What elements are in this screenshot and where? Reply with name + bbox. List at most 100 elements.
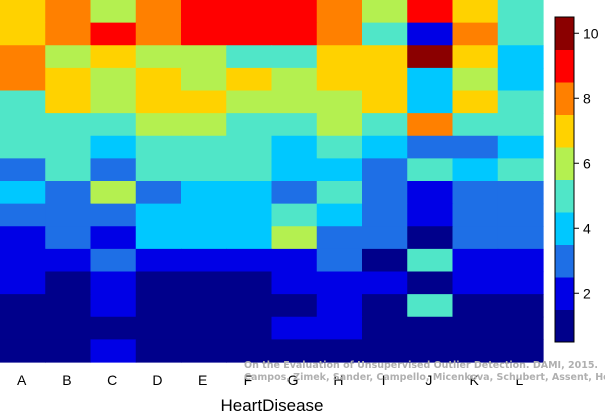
heatmap-cell-C-2 bbox=[90, 22, 137, 46]
heatmap-cell-C-4 bbox=[90, 67, 137, 92]
heatmap-cell-B-7 bbox=[45, 135, 92, 159]
heatmap-cell-G-6 bbox=[271, 113, 318, 137]
heatmap-cell-D-13 bbox=[135, 271, 182, 295]
heatmap-cell-C-14 bbox=[90, 294, 137, 318]
heatmap-cell-A-3 bbox=[0, 45, 46, 69]
heatmap-cell-A-13 bbox=[0, 271, 46, 295]
heatmap-cell-E-13 bbox=[181, 271, 227, 295]
heatmap-cell-A-15 bbox=[0, 316, 46, 340]
colorbar-segment-5 bbox=[555, 179, 574, 213]
heatmap-cell-C-3 bbox=[90, 45, 137, 69]
colorbar-segment-7 bbox=[555, 114, 574, 148]
heatmap-cell-E-15 bbox=[181, 316, 227, 340]
heatmap-cell-I-15 bbox=[362, 316, 408, 340]
heatmap-cell-G-10 bbox=[271, 203, 318, 227]
heatmap-cell-J-9 bbox=[407, 181, 454, 205]
heatmap-cell-L-10 bbox=[497, 203, 544, 227]
heatmap-cell-F-7 bbox=[226, 135, 273, 159]
heatmap-cell-A-1 bbox=[0, 0, 46, 24]
heatmap-cell-D-9 bbox=[135, 181, 182, 205]
heatmap-cell-A-7 bbox=[0, 135, 46, 159]
heatmap-cell-I-3 bbox=[362, 45, 408, 69]
heatmap-cell-B-12 bbox=[45, 248, 92, 273]
heatmap-cell-D-8 bbox=[135, 158, 182, 182]
heatmap-cell-L-11 bbox=[497, 226, 544, 250]
heatmap-cell-F-3 bbox=[226, 45, 273, 69]
heatmap-cell-J-6 bbox=[407, 113, 454, 137]
heatmap-cell-B-4 bbox=[45, 67, 92, 92]
x-tick-label-C: C bbox=[107, 372, 117, 388]
heatmap-cell-F-15 bbox=[226, 316, 273, 340]
heatmap-cell-J-15 bbox=[407, 316, 454, 340]
heatmap-cell-F-1 bbox=[226, 0, 273, 24]
heatmap-cell-H-6 bbox=[316, 113, 363, 137]
heatmap-cell-C-7 bbox=[90, 135, 137, 159]
heatmap-cell-K-5 bbox=[452, 90, 499, 114]
heatmap-cell-E-2 bbox=[181, 22, 227, 46]
colorbar-segment-2 bbox=[555, 277, 574, 310]
heatmap-cell-K-11 bbox=[452, 226, 499, 250]
heatmap-cell-J-7 bbox=[407, 135, 454, 159]
heatmap-cell-E-12 bbox=[181, 248, 227, 273]
heatmap-cell-A-9 bbox=[0, 181, 46, 205]
heatmap-cell-I-11 bbox=[362, 226, 408, 250]
heatmap-cell-F-12 bbox=[226, 248, 273, 273]
heatmap-cell-B-9 bbox=[45, 181, 92, 205]
heatmap-cell-J-1 bbox=[407, 0, 454, 24]
heatmap-cell-G-13 bbox=[271, 271, 318, 295]
heatmap-cell-I-9 bbox=[362, 181, 408, 205]
heatmap-cell-H-14 bbox=[316, 294, 363, 318]
heatmap-cell-G-16 bbox=[271, 339, 318, 363]
heatmap-cell-E-11 bbox=[181, 226, 227, 250]
heatmap-cell-A-10 bbox=[0, 203, 46, 227]
heatmap-cell-A-5 bbox=[0, 90, 46, 114]
heatmap-cell-H-5 bbox=[316, 90, 363, 114]
x-tick-label-D: D bbox=[152, 372, 162, 388]
colorbar-segment-6 bbox=[555, 147, 574, 180]
heatmap-cell-B-11 bbox=[45, 226, 92, 250]
heatmap-cell-C-8 bbox=[90, 158, 137, 182]
heatmap-cell-C-1 bbox=[90, 0, 137, 24]
heatmap-cell-K-3 bbox=[452, 45, 499, 69]
heatmap-cell-F-5 bbox=[226, 90, 273, 114]
heatmap-cell-G-11 bbox=[271, 226, 318, 250]
x-tick-labels: A B C D E F G H I J K L bbox=[17, 372, 524, 388]
heatmap-cell-J-13 bbox=[407, 271, 454, 295]
heatmap-cell-A-2 bbox=[0, 22, 46, 46]
colorbar-segment-8 bbox=[555, 82, 574, 115]
heatmap-cells bbox=[0, 0, 544, 363]
heatmap-cell-G-7 bbox=[271, 135, 318, 159]
heatmap-cell-L-5 bbox=[497, 90, 544, 114]
colorbar-segment-10 bbox=[555, 17, 574, 50]
colorbar-segment-9 bbox=[555, 49, 574, 83]
heatmap-cell-B-16 bbox=[45, 339, 92, 363]
heatmap-cell-G-12 bbox=[271, 248, 318, 273]
heatmap-cell-K-9 bbox=[452, 181, 499, 205]
heatmap-cell-D-6 bbox=[135, 113, 182, 137]
heatmap-cell-H-12 bbox=[316, 248, 363, 273]
heatmap-cell-G-4 bbox=[271, 67, 318, 92]
heatmap-cell-G-1 bbox=[271, 0, 318, 24]
x-tick-label-F: F bbox=[244, 372, 253, 388]
heatmap-cell-L-7 bbox=[497, 135, 544, 159]
heatmap-cell-D-2 bbox=[135, 22, 182, 46]
heatmap-cell-L-1 bbox=[497, 0, 544, 24]
heatmap-cell-F-13 bbox=[226, 271, 273, 295]
heatmap-cell-I-6 bbox=[362, 113, 408, 137]
heatmap-cell-C-13 bbox=[90, 271, 137, 295]
heatmap-cell-E-10 bbox=[181, 203, 227, 227]
heatmap-cell-E-4 bbox=[181, 67, 227, 92]
colorbar-segment-4 bbox=[555, 212, 574, 245]
heatmap-cell-I-8 bbox=[362, 158, 408, 182]
heatmap-cell-C-16 bbox=[90, 339, 137, 363]
x-tick-label-E: E bbox=[198, 372, 207, 388]
heatmap-cell-J-2 bbox=[407, 22, 454, 46]
heatmap-cell-K-6 bbox=[452, 113, 499, 137]
heatmap-cell-L-14 bbox=[497, 294, 544, 318]
colorbar-tick-label-10: 10 bbox=[583, 25, 599, 41]
heatmap-cell-L-16 bbox=[497, 339, 544, 363]
heatmap-cell-J-3 bbox=[407, 45, 454, 69]
heatmap-cell-H-11 bbox=[316, 226, 363, 250]
heatmap-cell-G-3 bbox=[271, 45, 318, 69]
